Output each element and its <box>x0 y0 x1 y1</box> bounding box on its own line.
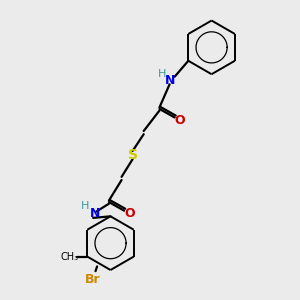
Text: H: H <box>81 201 89 211</box>
Text: N: N <box>165 74 176 87</box>
Text: O: O <box>124 207 135 220</box>
Text: Br: Br <box>85 272 100 286</box>
Text: H: H <box>158 69 166 79</box>
Text: CH₃: CH₃ <box>61 252 79 262</box>
Text: N: N <box>89 207 100 220</box>
Text: O: O <box>175 113 185 127</box>
Text: S: S <box>128 148 138 162</box>
